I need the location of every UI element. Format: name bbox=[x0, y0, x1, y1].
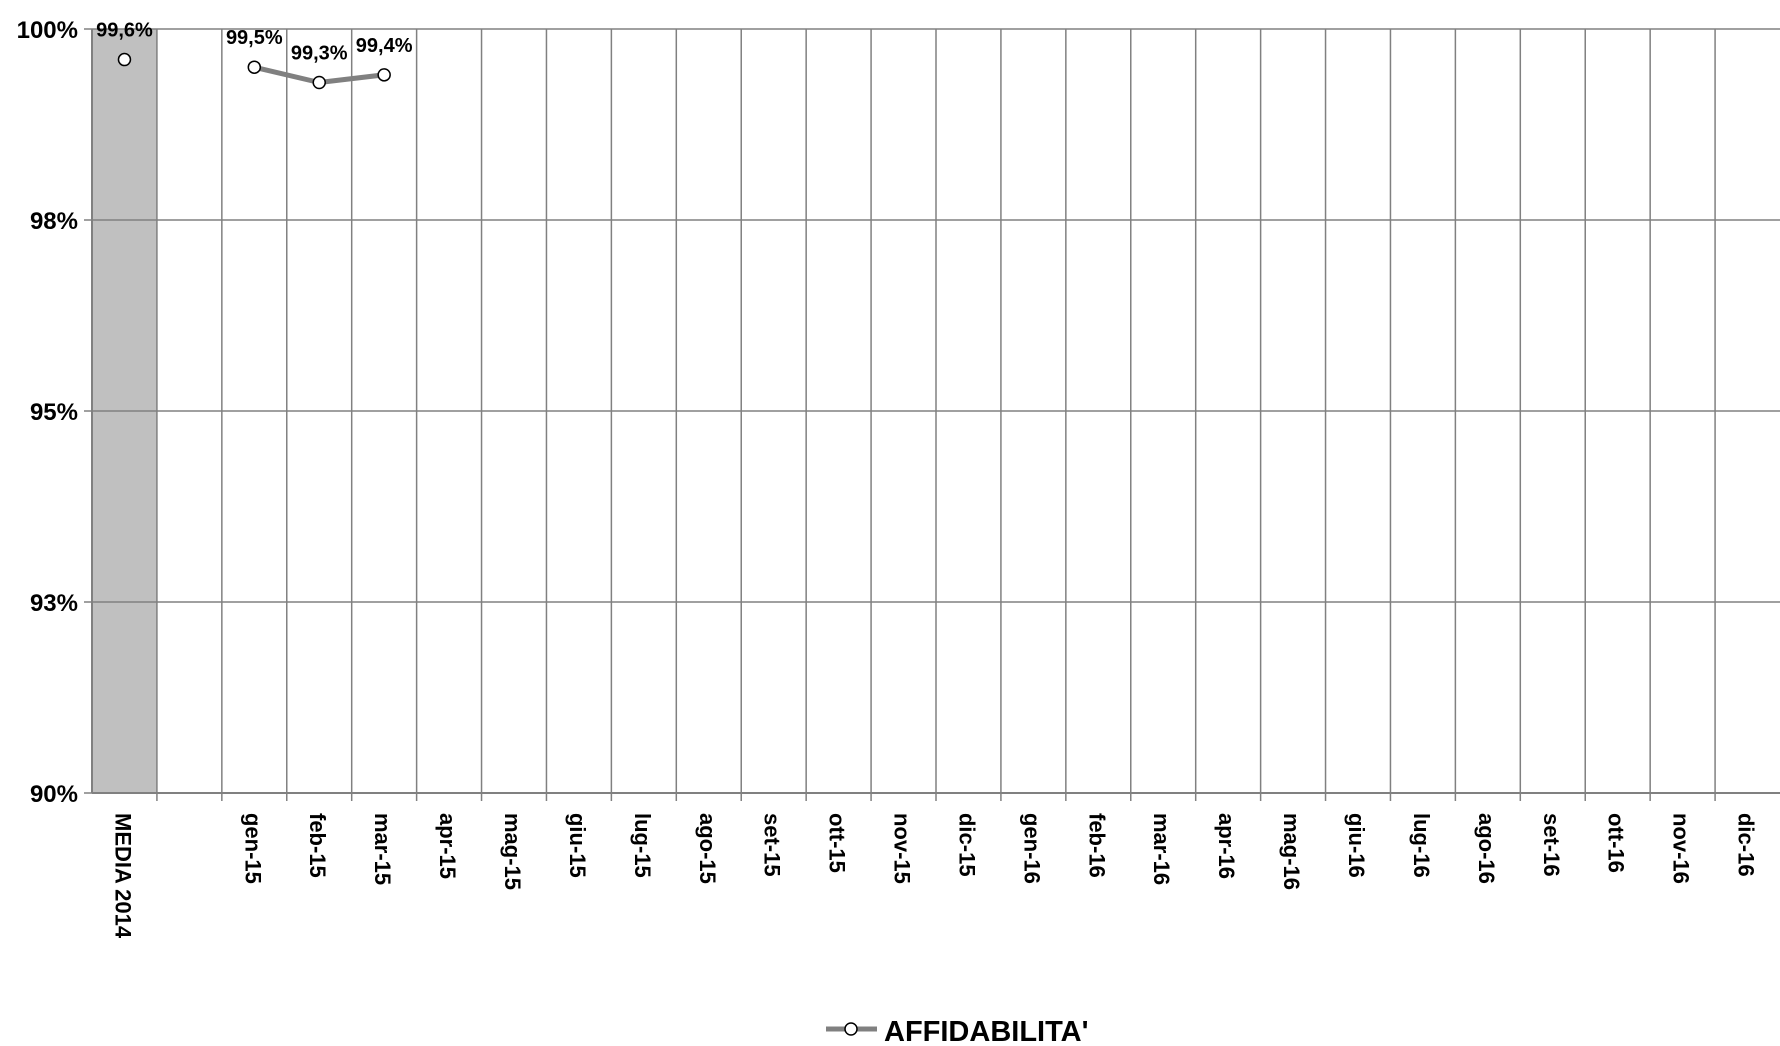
x-tick-label: dic-16 bbox=[1734, 813, 1759, 877]
x-tick-label: MEDIA 2014 bbox=[110, 813, 135, 939]
x-tick-label: feb-15 bbox=[305, 813, 330, 878]
data-label: 99,6% bbox=[96, 20, 153, 42]
x-tick-label: mar-16 bbox=[1149, 813, 1174, 885]
legend-marker-swatch bbox=[844, 1022, 858, 1036]
y-tick-label: 95% bbox=[30, 399, 78, 426]
data-point bbox=[312, 75, 326, 90]
x-tick-label: apr-16 bbox=[1214, 813, 1239, 879]
x-tick-label: mag-15 bbox=[500, 813, 525, 890]
x-tick-label: ott-16 bbox=[1604, 813, 1629, 873]
y-tick-label: 100% bbox=[17, 17, 78, 44]
y-tick-label: 98% bbox=[30, 208, 78, 235]
legend-label: AFFIDABILITA' bbox=[884, 1016, 1089, 1046]
y-tick-label: 90% bbox=[30, 781, 78, 808]
x-tick-label: lug-15 bbox=[630, 813, 655, 878]
x-tick-label: ago-15 bbox=[695, 813, 720, 884]
x-tick-label: dic-15 bbox=[954, 813, 979, 877]
data-label: 99,3% bbox=[291, 42, 348, 64]
y-tick-label: 93% bbox=[30, 590, 78, 617]
legend: AFFIDABILITA' bbox=[826, 1016, 1089, 1046]
plot-area: 90% 93% 95% 98% 100% MEDIA 2014 gen-15 feb-15 ma… bbox=[17, 17, 1780, 939]
data-point bbox=[377, 68, 391, 82]
x-tick-label: lug-16 bbox=[1409, 813, 1434, 878]
x-tick-label: mar-15 bbox=[370, 813, 395, 885]
x-tick-label: gen-15 bbox=[240, 813, 265, 884]
x-tick-label: ago-16 bbox=[1474, 813, 1499, 884]
x-tick-label: giu-15 bbox=[565, 813, 590, 878]
x-tick-label: set-15 bbox=[760, 813, 785, 877]
x-tick-label: mag-16 bbox=[1279, 813, 1304, 890]
x-tick-label: nov-15 bbox=[890, 813, 915, 884]
x-tick-label: gen-16 bbox=[1019, 813, 1044, 884]
data-label: 99,5% bbox=[226, 27, 283, 49]
data-point bbox=[117, 52, 132, 67]
x-tick-label: feb-16 bbox=[1084, 813, 1109, 878]
data-point bbox=[247, 60, 262, 74]
x-tick-label: nov-16 bbox=[1669, 813, 1694, 884]
x-tick-label: apr-15 bbox=[435, 813, 460, 879]
x-tick-label: set-16 bbox=[1539, 813, 1564, 877]
data-label: 99,4% bbox=[356, 35, 413, 57]
x-tick-label: ott-15 bbox=[825, 813, 850, 873]
x-tick-label: giu-16 bbox=[1344, 813, 1369, 878]
